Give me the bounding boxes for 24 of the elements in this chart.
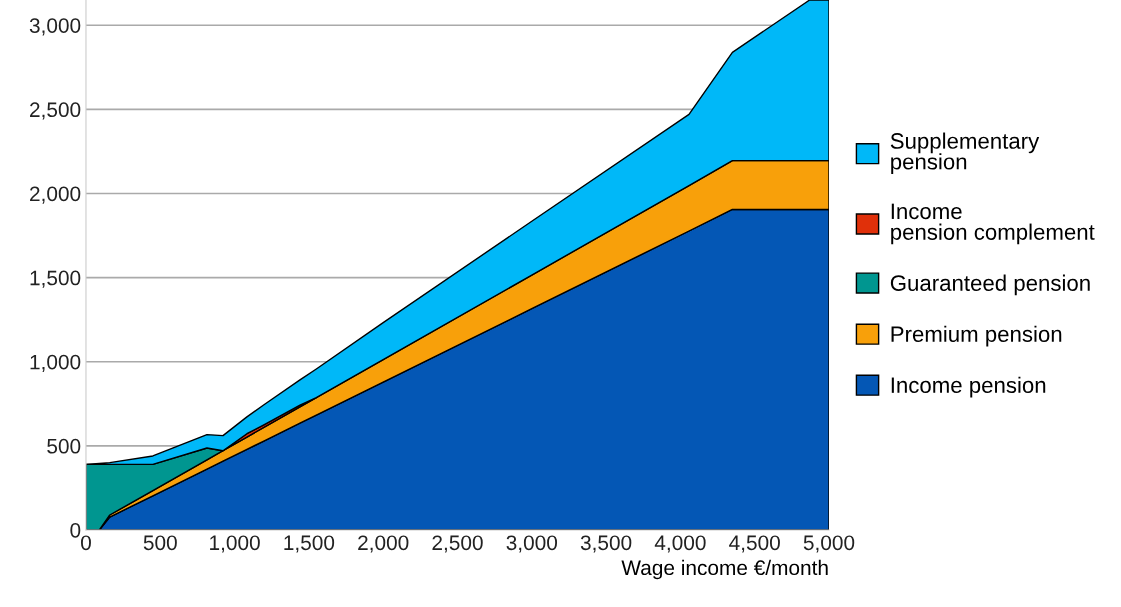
x-axis-title: Wage income €/month xyxy=(621,559,828,580)
x-tick-label: 3,000 xyxy=(506,535,558,553)
y-tick-label: 0 xyxy=(70,522,81,538)
y-tick-label: 500 xyxy=(47,438,81,454)
x-tick-label: 4,000 xyxy=(654,535,706,553)
x-tick-label: 3,500 xyxy=(580,535,632,553)
legend-label: Premium pension xyxy=(891,325,1062,347)
y-tick-label: 2,500 xyxy=(30,102,81,120)
x-tick-label: 5,000 xyxy=(803,535,855,553)
legend-label: Income pension xyxy=(891,376,1046,398)
x-tick-label: 2,000 xyxy=(358,535,409,553)
y-tick-label: 2,000 xyxy=(30,186,81,204)
x-tick-label: 1,000 xyxy=(210,535,260,553)
x-tick-label: 0 xyxy=(81,535,91,551)
x-tick-label: 2,500 xyxy=(432,535,483,553)
y-tick-label: 3,000 xyxy=(29,18,81,36)
y-tick-label: 1,000 xyxy=(30,354,81,372)
legend-label: Income pension complement xyxy=(891,203,1095,245)
x-tick-label: 500 xyxy=(143,535,177,551)
legend-label: Guaranteed pension xyxy=(890,274,1090,296)
x-tick-label: 1,500 xyxy=(284,535,335,553)
legend-label: Supplementary pension xyxy=(890,132,1040,174)
y-tick-label: 1,500 xyxy=(30,270,81,288)
x-tick-label: 4,500 xyxy=(729,535,780,553)
